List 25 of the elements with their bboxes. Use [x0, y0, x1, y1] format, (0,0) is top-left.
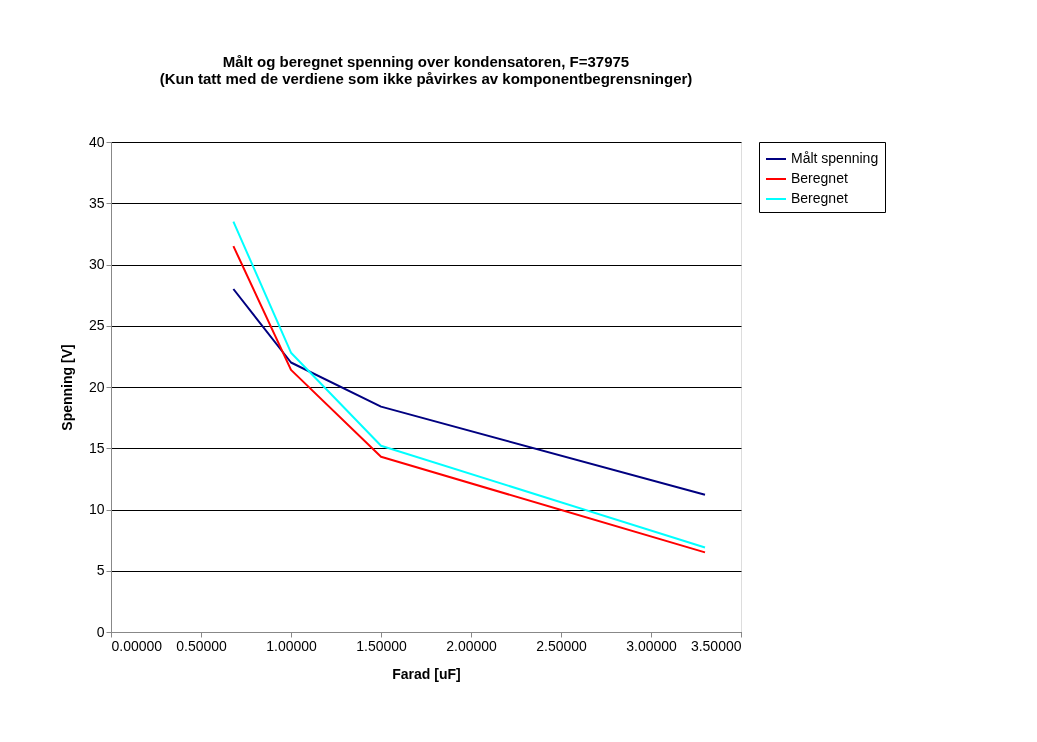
y-tick-label: 25 — [88, 317, 105, 334]
x-tick-label: 0.00000 — [111, 637, 163, 654]
x-tick-label: 2.50000 — [536, 637, 588, 654]
legend-label: Beregnet — [791, 170, 848, 186]
y-tick-label: 30 — [88, 256, 105, 272]
y-tick-label: 20 — [88, 378, 105, 395]
text: Målt og beregnet spenning over kondensatoren, F=37975 — [222, 53, 630, 70]
x-tick-label: 3.00000 — [626, 637, 678, 654]
y-tick-label: 0 — [96, 623, 105, 640]
x-tick-label: 0.50000 — [176, 637, 228, 654]
legend-label: Målt spenning — [791, 150, 879, 166]
x-tick-label: 1.50000 — [356, 637, 408, 654]
x-tick-label: 3.50000 — [690, 637, 742, 654]
y-tick-label: 40 — [88, 133, 105, 150]
line-series — [232, 288, 706, 496]
y-axis-title: Spenning [V] — [58, 344, 75, 431]
legend-label: Beregnet — [791, 190, 848, 206]
text: (Kun tatt med de verdiene som ikke påvirkes av komponentbegrensninger) — [159, 70, 693, 87]
x-tick-label: 2.00000 — [446, 637, 498, 654]
y-tick-label: 15 — [88, 439, 105, 456]
y-tick-label: 5 — [96, 562, 105, 579]
x-axis-title: Farad [uF] — [392, 665, 461, 682]
y-tick-label: 10 — [88, 501, 105, 517]
x-tick-label: 1.00000 — [266, 637, 318, 654]
y-tick-label: 35 — [88, 194, 105, 211]
